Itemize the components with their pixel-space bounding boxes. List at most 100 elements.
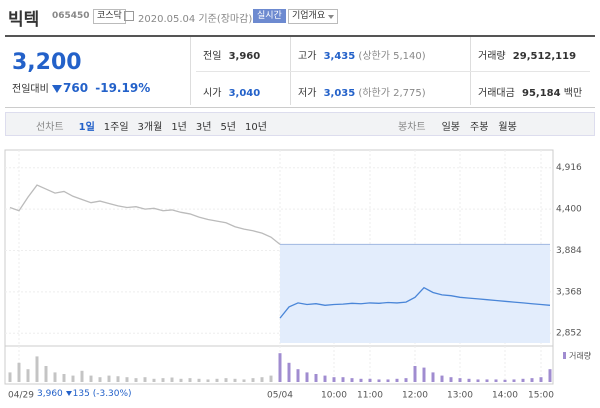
volume-bar xyxy=(440,375,444,382)
tab[interactable]: 월봉 xyxy=(498,122,517,133)
volume-bar xyxy=(44,366,48,382)
realtime-badge[interactable]: 실시간 xyxy=(253,9,286,23)
tab-bar xyxy=(5,112,595,136)
hover-info: 3,960 135 (-3.30%) xyxy=(37,389,132,399)
hover-price: 3,960 xyxy=(37,389,63,399)
dropdown-arrow xyxy=(328,15,335,19)
volume-bar xyxy=(80,370,84,382)
x-tick-label: 12:00 xyxy=(402,391,428,401)
volume-bar xyxy=(35,356,39,382)
volume-bar xyxy=(233,378,237,382)
tab[interactable]: 3개월 xyxy=(137,122,163,133)
volume-bar xyxy=(53,372,57,382)
quote-box xyxy=(5,35,595,108)
x-tick-label: 04/29 xyxy=(8,391,34,401)
tab-group-label: 봉차트 xyxy=(398,122,426,133)
unit: 백만 xyxy=(563,88,583,99)
date: 2020.05.04 기준(장마감) xyxy=(138,14,253,25)
change-pct: -19.19% xyxy=(95,81,151,95)
calendar-icon xyxy=(124,11,134,21)
company-info-dropdown[interactable]: 기업개요 xyxy=(288,9,339,24)
volume-bar xyxy=(98,377,102,382)
y-tick-label: 3,368 xyxy=(556,287,582,297)
tab[interactable]: 1년 xyxy=(171,122,187,133)
x-tick-label: 05/04 xyxy=(267,391,293,401)
label: 저가 xyxy=(298,88,317,99)
down-arrow xyxy=(52,85,62,93)
hover-change-pct: (-3.30%) xyxy=(92,389,132,399)
volume-bar xyxy=(62,374,66,382)
volume-bar xyxy=(494,379,498,382)
baseline-area xyxy=(280,244,550,343)
market-badge: 코스닥 xyxy=(93,9,126,24)
volume-bar xyxy=(107,375,111,382)
change-label: 전일대비 xyxy=(12,84,49,95)
volume-bar xyxy=(17,362,21,382)
x-tick-label: 15:00 xyxy=(528,391,554,401)
line-tabs: 선차트 1일 1주일 3개월 1년 3년 5년 10년 xyxy=(36,118,267,133)
down-arrow xyxy=(65,391,72,396)
volume-bar xyxy=(503,379,507,382)
volume-bar xyxy=(377,379,381,382)
volume-bar xyxy=(458,378,462,382)
volume-bar xyxy=(350,378,354,382)
volume-bar xyxy=(386,379,390,382)
volume-bar xyxy=(548,369,552,382)
company-info: 기업개요 xyxy=(292,11,326,21)
price-line xyxy=(279,286,551,319)
volume-bar xyxy=(449,377,453,382)
note: (상한가 5,140) xyxy=(358,51,426,62)
tab[interactable]: 10년 xyxy=(245,122,267,133)
tab[interactable]: 1일 xyxy=(78,122,95,133)
x-tick-label: 11:00 xyxy=(357,391,383,401)
label: 거래대금 xyxy=(478,88,515,99)
volume-bar xyxy=(188,378,192,382)
volume-bar xyxy=(215,378,219,382)
volume-bar xyxy=(26,369,30,382)
tab[interactable]: 일봉 xyxy=(441,122,461,133)
price: 3,200 xyxy=(12,50,82,75)
y-tick-label: 3,884 xyxy=(556,246,582,256)
volume-bar xyxy=(170,377,174,382)
volume-legend-swatch xyxy=(563,352,566,359)
tab[interactable]: 5년 xyxy=(220,122,236,133)
volume-bar xyxy=(314,374,318,382)
value: 3,960 xyxy=(228,51,261,62)
volume-bar xyxy=(224,378,228,382)
value: 3,035 xyxy=(323,88,356,99)
plot-frame xyxy=(4,149,554,385)
volume-legend: 거래량 xyxy=(569,351,592,361)
value: 95,184 xyxy=(522,88,561,99)
tab[interactable]: 3년 xyxy=(195,122,212,133)
volume-bar xyxy=(332,377,336,382)
volume-bar xyxy=(287,362,291,382)
label: 전일 xyxy=(203,51,222,62)
volume-bar xyxy=(512,379,516,382)
volume-bar xyxy=(359,378,363,382)
hover-change: 135 xyxy=(72,389,90,399)
y-tick-label: 4,916 xyxy=(556,163,582,173)
volume-bar xyxy=(143,377,147,382)
x-tick-label: 13:00 xyxy=(447,391,473,401)
tab-group-label: 선차트 xyxy=(36,122,64,133)
volume-bar xyxy=(197,378,201,382)
volume-bar xyxy=(179,378,183,382)
volume-bar xyxy=(260,377,264,382)
volume-bar xyxy=(152,378,156,382)
volume-bar xyxy=(413,366,417,382)
volume-bar xyxy=(251,378,255,382)
tab[interactable]: 1주일 xyxy=(103,122,129,133)
volume-bar xyxy=(395,378,399,382)
tab[interactable]: 주봉 xyxy=(470,122,489,133)
value: 29,512,119 xyxy=(512,51,577,62)
label: 고가 xyxy=(298,51,317,62)
volume-bar xyxy=(539,377,543,382)
volume-bar xyxy=(323,375,327,382)
volume-bar xyxy=(305,372,309,382)
change: 760 xyxy=(63,81,89,95)
stock-name: 빅텍 xyxy=(8,10,40,30)
change-row: 전일대비 760 -19.19% xyxy=(12,80,150,95)
volume-bar xyxy=(242,379,246,382)
